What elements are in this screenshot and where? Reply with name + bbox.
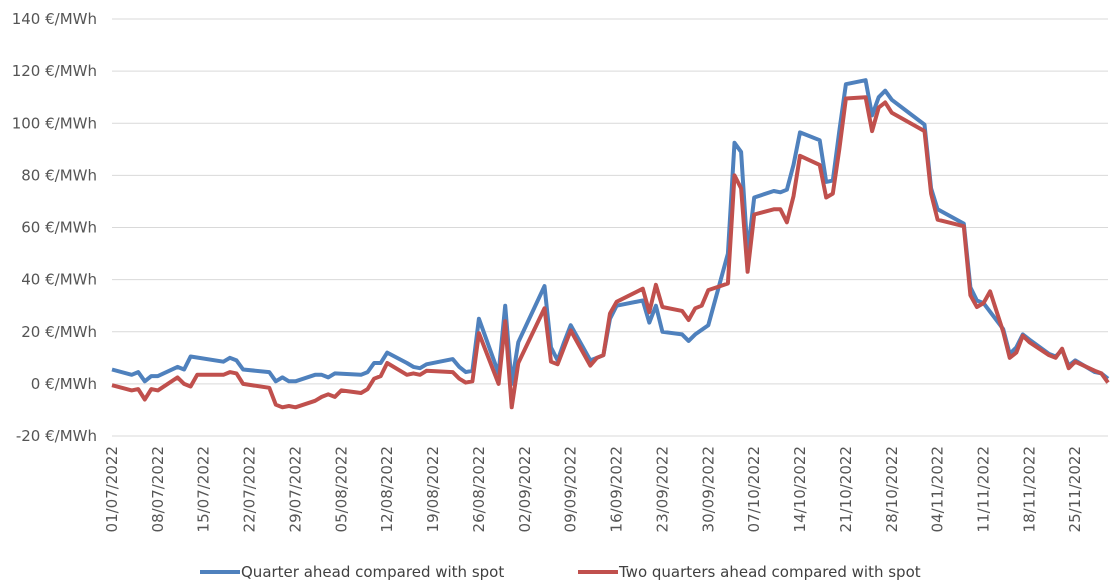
- legend-label-quarter-ahead: Quarter ahead compared with spot: [241, 563, 504, 581]
- y-tick-label: -20 €/MWh: [16, 427, 97, 445]
- x-tick-label: 09/09/2022: [562, 446, 580, 532]
- y-tick-label: 120 €/MWh: [12, 62, 97, 80]
- y-tick-label: 40 €/MWh: [21, 271, 97, 289]
- x-tick-label: 30/09/2022: [699, 446, 717, 532]
- x-tick-label: 04/11/2022: [929, 446, 947, 532]
- x-tick-label: 25/11/2022: [1066, 446, 1084, 532]
- x-tick-label: 19/08/2022: [424, 446, 442, 532]
- y-tick-label: 140 €/MWh: [12, 10, 97, 28]
- grid-lines: [112, 18, 1108, 437]
- x-tick-label: 15/07/2022: [195, 446, 213, 532]
- x-tick-label: 14/10/2022: [791, 446, 809, 532]
- y-tick-label: 0 €/MWh: [31, 375, 97, 393]
- y-tick-label: 100 €/MWh: [12, 114, 97, 132]
- legend-label-two-quarters-ahead: Two quarters ahead compared with spot: [618, 563, 921, 581]
- x-axis-ticks: 01/07/2022 08/07/2022 15/07/2022 22/07/2022…: [103, 446, 1084, 532]
- x-tick-label: 02/09/2022: [516, 446, 534, 532]
- y-tick-label: 20 €/MWh: [21, 323, 97, 341]
- x-tick-label: 28/10/2022: [883, 446, 901, 532]
- x-tick-label: 21/10/2022: [837, 446, 855, 532]
- legend: Quarter ahead compared with spot Two qua…: [200, 563, 921, 581]
- x-tick-label: 16/09/2022: [608, 446, 626, 532]
- x-tick-label: 01/07/2022: [103, 446, 121, 532]
- x-tick-label: 18/11/2022: [1020, 446, 1038, 532]
- y-tick-label: 80 €/MWh: [21, 166, 97, 184]
- x-tick-label: 08/07/2022: [149, 446, 167, 532]
- x-tick-label: 05/08/2022: [332, 446, 350, 532]
- x-tick-label: 12/08/2022: [378, 446, 396, 532]
- x-tick-label: 11/11/2022: [975, 446, 993, 532]
- x-tick-label: 22/07/2022: [241, 446, 259, 532]
- series-lines: [111, 78, 1110, 410]
- x-tick-label: 29/07/2022: [286, 446, 304, 532]
- x-tick-label: 26/08/2022: [470, 446, 488, 532]
- x-tick-label: 23/09/2022: [653, 446, 671, 532]
- series-line-quarter-ahead: [111, 78, 1110, 386]
- x-tick-label: 07/10/2022: [745, 446, 763, 532]
- y-axis-ticks: 140 €/MWh 120 €/MWh 100 €/MWh 80 €/MWh 60 €/…: [12, 10, 97, 445]
- series-line-two-quarters-ahead: [111, 95, 1110, 410]
- y-tick-label: 60 €/MWh: [21, 219, 97, 237]
